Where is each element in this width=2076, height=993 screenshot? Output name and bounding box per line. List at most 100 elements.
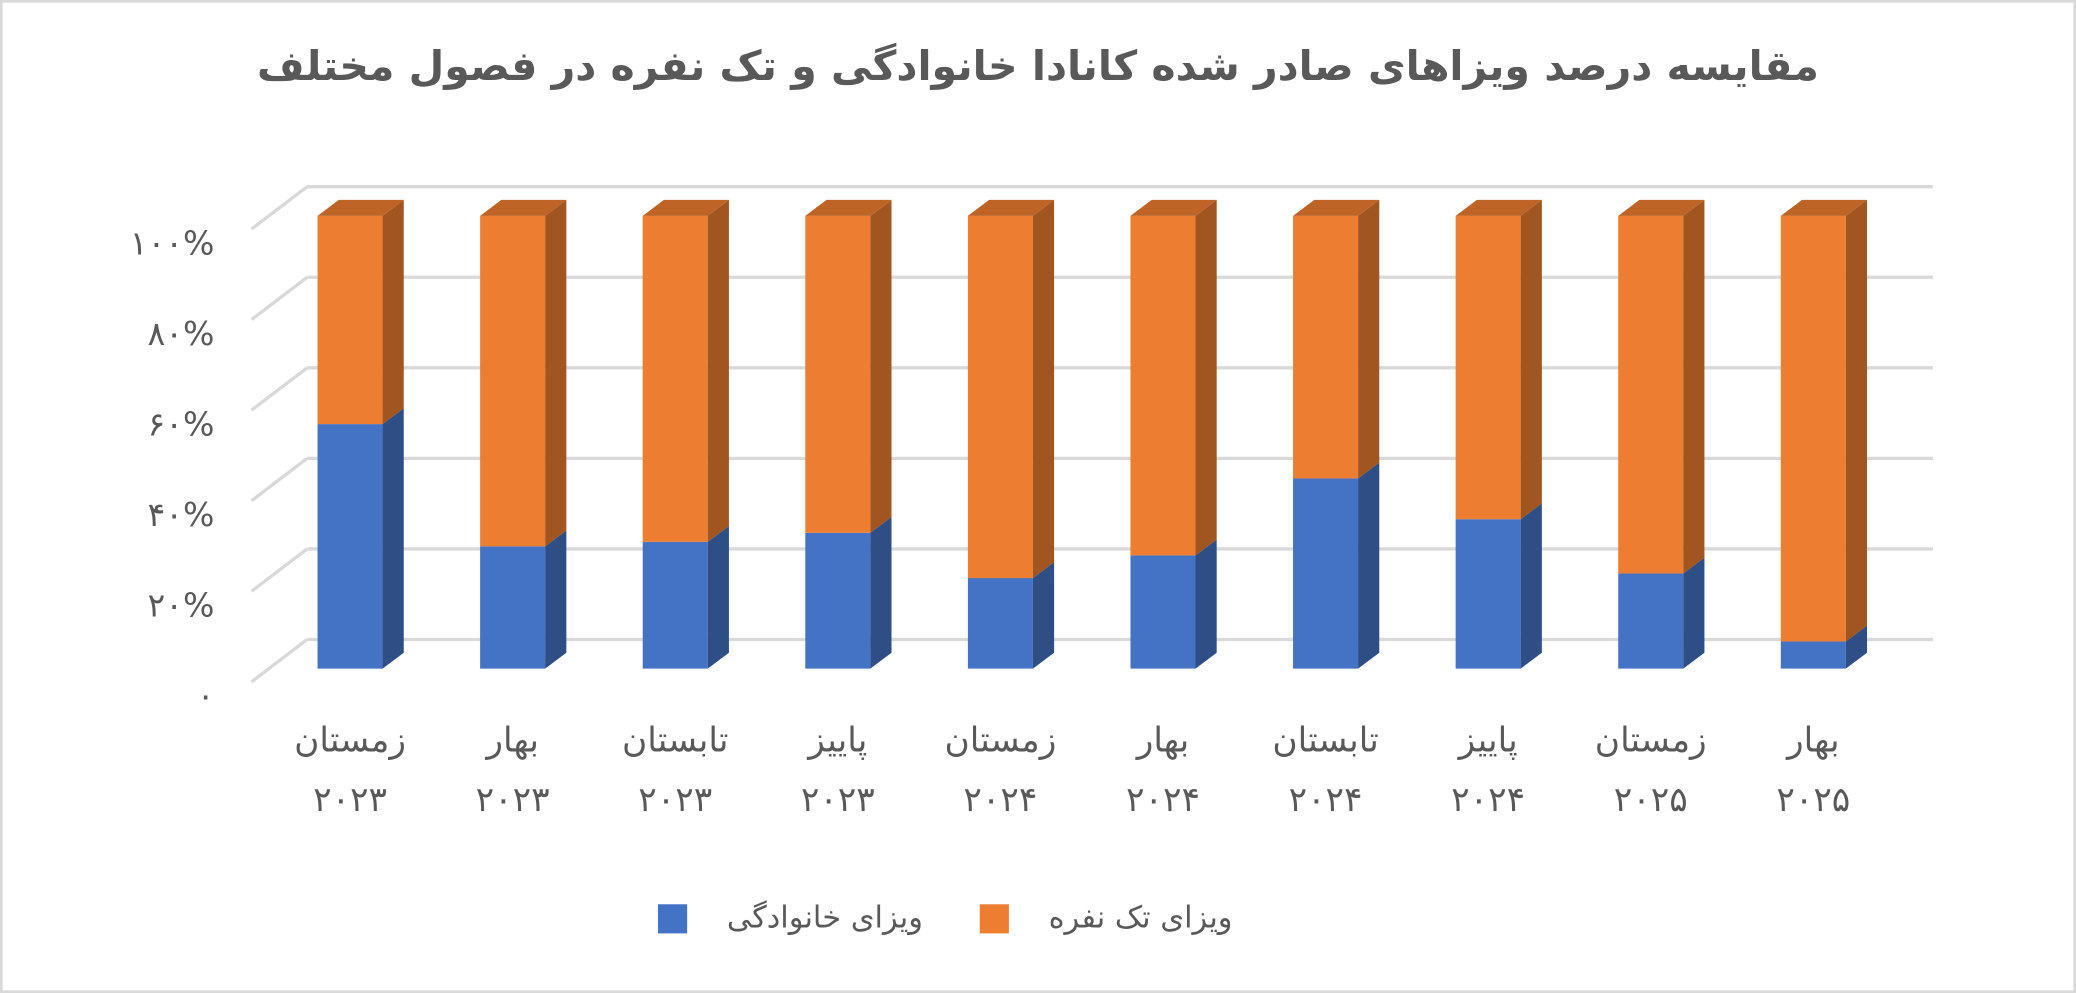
bar-side: [1358, 199, 1380, 479]
x-tick-label: پاییز ۲۰۲۳: [801, 720, 875, 820]
x-tick-label-line: زمستان: [294, 720, 406, 760]
bar-segment: [1618, 557, 1705, 669]
bar-segment: [317, 408, 404, 669]
x-tick-label: زمستان ۲۰۲۳: [294, 720, 406, 820]
x-tick-label: زمستان ۲۰۲۴: [944, 720, 1056, 820]
bar-front: [1293, 478, 1359, 669]
bar-segment: [1293, 199, 1380, 479]
x-tick-label: بهار ۲۰۲۵: [1776, 720, 1850, 820]
bar-side: [1683, 199, 1705, 574]
bar-front: [317, 215, 383, 425]
x-tick-label-line: تابستان: [1272, 720, 1378, 760]
bar-front: [1780, 215, 1846, 642]
x-tick-label-line: ۲۰۲۴: [963, 780, 1037, 820]
x-tick-label: زمستان ۲۰۲۵: [1595, 720, 1707, 820]
bar-side: [1032, 562, 1055, 669]
bar-top: [1293, 199, 1380, 216]
legend-swatch: [658, 904, 688, 934]
bar-front: [1455, 215, 1521, 520]
bar-side: [1358, 462, 1380, 669]
chart-title: مقایسه درصد ویزاهای صادر شده کانادا خانو…: [257, 42, 1819, 91]
x-tick-label-line: زمستان: [1595, 720, 1707, 760]
bar-segment: [1780, 625, 1868, 669]
x-tick-label-line: زمستان: [944, 720, 1056, 760]
bar-top: [1618, 199, 1705, 216]
bar-segment: [1780, 199, 1868, 642]
bar-front: [1293, 215, 1359, 479]
bar-front: [967, 578, 1033, 669]
bar-segment: [1618, 199, 1705, 574]
x-tick-label-line: پاییز: [1457, 720, 1518, 760]
bar-top: [642, 199, 729, 216]
x-tick-label-line: ۲۰۲۴: [1289, 780, 1363, 820]
x-tick-label: پاییز ۲۰۲۴: [1451, 720, 1525, 820]
bar-side: [1195, 199, 1217, 556]
bar-side: [1032, 199, 1055, 579]
bar-segment: [317, 199, 404, 425]
bar-front: [1618, 573, 1684, 669]
bar-segment: [1455, 199, 1542, 520]
bar-front: [642, 541, 708, 669]
bar-side: [870, 199, 892, 533]
x-tick-label: بهار ۲۰۲۳: [476, 720, 550, 820]
grid-line-wall: [250, 547, 309, 593]
x-tick-label-line: پاییز: [806, 720, 867, 760]
bar-side: [1195, 539, 1217, 669]
grid-line-wall: [250, 275, 309, 321]
grid-line-wall: [250, 457, 309, 503]
legend-swatch: [979, 904, 1009, 934]
bar-segment: [642, 199, 729, 542]
bar-front: [1130, 555, 1196, 669]
bar-front: [1618, 215, 1684, 574]
x-tick-label-line: ۲۰۲۵: [1614, 780, 1688, 820]
bar-side: [1520, 199, 1542, 520]
x-tick-label-line: ۲۰۲۳: [313, 780, 387, 820]
x-tick-label-line: بهار: [1785, 720, 1840, 760]
grid-line-wall: [250, 185, 309, 231]
bar-top: [317, 199, 404, 216]
bar-segment: [1455, 503, 1542, 669]
x-tick-label: تابستان ۲۰۲۴: [1272, 720, 1378, 820]
bar-front: [480, 215, 546, 547]
bar-segment: [805, 199, 892, 533]
bar-front: [642, 215, 708, 542]
x-tick-label-line: ۲۰۲۳: [801, 780, 875, 820]
y-tick-label: ۰: [197, 676, 215, 715]
bar-side: [382, 408, 404, 669]
bar-segment: [1293, 462, 1380, 669]
bar-side: [545, 530, 567, 669]
bar-side: [545, 199, 567, 547]
x-tick-label-line: بهار: [484, 720, 539, 760]
bar-front: [1130, 215, 1196, 556]
bar-side: [1520, 503, 1542, 669]
bar-top: [1455, 199, 1542, 216]
bar-top: [480, 199, 567, 216]
bar-side: [1683, 557, 1705, 669]
bar-segment: [967, 562, 1055, 669]
bar-segment: [805, 516, 892, 669]
bar-segment: [480, 530, 567, 669]
y-tick-label: ۴۰%: [148, 495, 215, 534]
x-tick-label-line: تابستان: [622, 720, 728, 760]
bar-side: [707, 199, 729, 542]
bar-segment: [1130, 199, 1217, 556]
bar-front: [480, 546, 546, 669]
legend-label: ویزای خانوادگی: [727, 899, 923, 935]
bar-top: [1780, 199, 1868, 216]
bar-segment: [967, 199, 1055, 579]
bar-front: [805, 532, 871, 669]
x-tick-label-line: ۲۰۲۵: [1776, 780, 1850, 820]
bar-front: [1455, 519, 1521, 669]
bar-front: [317, 424, 383, 669]
bar-side: [870, 516, 892, 669]
bar-top: [805, 199, 892, 216]
bar-segment: [1130, 539, 1217, 669]
bar-front: [805, 215, 871, 533]
y-tick-label: ۱۰۰%: [130, 223, 215, 262]
x-tick-label: تابستان ۲۰۲۳: [622, 720, 728, 820]
y-tick-label: ۲۰%: [148, 586, 215, 625]
bar-side: [1845, 625, 1868, 669]
bar-segment: [480, 199, 567, 547]
